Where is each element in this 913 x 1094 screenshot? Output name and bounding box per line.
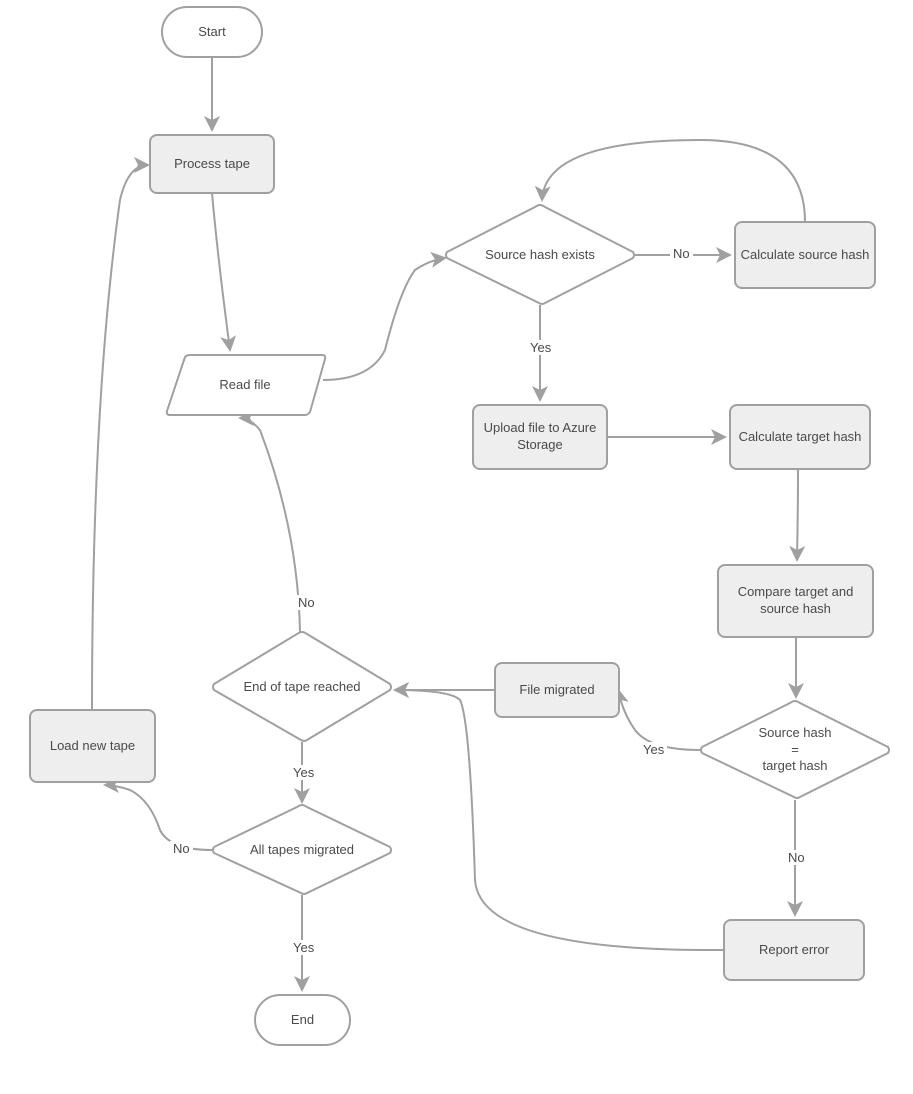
edge-label-all-yes: Yes xyxy=(290,940,317,955)
node-process-tape: Process tape xyxy=(150,135,274,193)
node-load-tape: Load new tape xyxy=(30,710,155,782)
node-start: Start xyxy=(162,7,262,57)
edge-label-she-yes: Yes xyxy=(527,340,554,355)
edge-label-all-no: No xyxy=(170,841,193,856)
node-all-tapes: All tapes migrated xyxy=(212,805,392,895)
node-file-migrated: File migrated xyxy=(495,663,619,717)
node-end: End xyxy=(255,995,350,1045)
edge-label-eot-no: No xyxy=(295,595,318,610)
node-calc-target-hash: Calculate target hash xyxy=(730,405,870,469)
node-calc-source-hash: Calculate source hash xyxy=(735,222,875,288)
edge-label-eot-yes: Yes xyxy=(290,765,317,780)
node-upload: Upload file to Azure Storage xyxy=(473,405,607,469)
node-source-hash-exists: Source hash exists xyxy=(445,205,635,305)
node-compare-hash: Compare target and source hash xyxy=(718,565,873,637)
edge-label-hash-no: No xyxy=(785,850,808,865)
node-read-file: Read file xyxy=(165,355,325,415)
node-hash-equal: Source hash=target hash xyxy=(700,701,890,799)
edge-label-hash-yes: Yes xyxy=(640,742,667,757)
edge-label-she-no: No xyxy=(670,246,693,261)
node-report-error: Report error xyxy=(724,920,864,980)
node-end-of-tape: End of tape reached xyxy=(212,632,392,742)
